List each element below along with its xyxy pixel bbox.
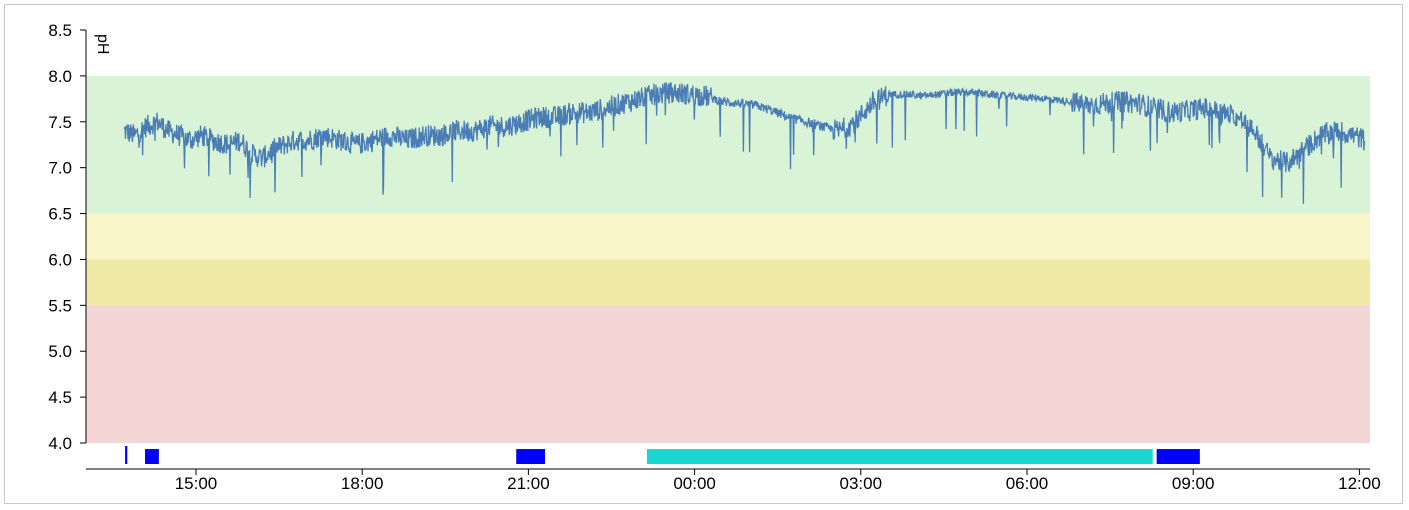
y-tick-label: 4.0	[48, 434, 72, 453]
ph-band-1	[86, 213, 1370, 260]
ph-band-2	[86, 259, 1370, 306]
y-tick-label: 5.5	[48, 296, 72, 315]
y-tick-label: 6.5	[48, 205, 72, 224]
y-tick-label: 8.0	[48, 67, 72, 86]
ph-range-bands	[86, 75, 1370, 443]
y-tick-label: 4.5	[48, 388, 72, 407]
x-tick-label: 03:00	[840, 474, 883, 493]
x-tick-label: 21:00	[507, 474, 550, 493]
x-axis: 15:00 18:00 21:00 00:00 03:00 06:00 09:00 12:00	[86, 468, 1381, 493]
x-tick-label: 09:00	[1172, 474, 1215, 493]
ph-series	[123, 82, 1366, 204]
event-bar-2	[516, 449, 546, 464]
y-axis: 4.0 4.5 5.0 5.5 6.0 6.5 7.0 7.5 8.0 8.5	[48, 21, 87, 453]
y-tick-label: 8.5	[48, 21, 72, 40]
event-bars	[125, 446, 1200, 464]
x-tick-label: 00:00	[673, 474, 716, 493]
y-axis-label: pH	[94, 34, 111, 54]
x-tick-label: 18:00	[341, 474, 384, 493]
x-tick-label: 06:00	[1006, 474, 1049, 493]
ph-series-line	[123, 82, 1366, 204]
x-tick-label: 12:00	[1338, 474, 1381, 493]
ph-band-0	[86, 75, 1370, 214]
y-tick-label: 7.0	[48, 159, 72, 178]
y-tick-label: 7.5	[48, 113, 72, 132]
event-bar-0	[125, 446, 128, 464]
y-tick-label: 6.0	[48, 250, 72, 269]
event-bar-1	[145, 449, 159, 464]
ph-band-3	[86, 305, 1370, 443]
x-tick-label: 15:00	[175, 474, 218, 493]
event-bar-4	[1156, 449, 1200, 464]
event-bar-3	[646, 449, 1153, 464]
y-tick-label: 5.0	[48, 342, 72, 361]
